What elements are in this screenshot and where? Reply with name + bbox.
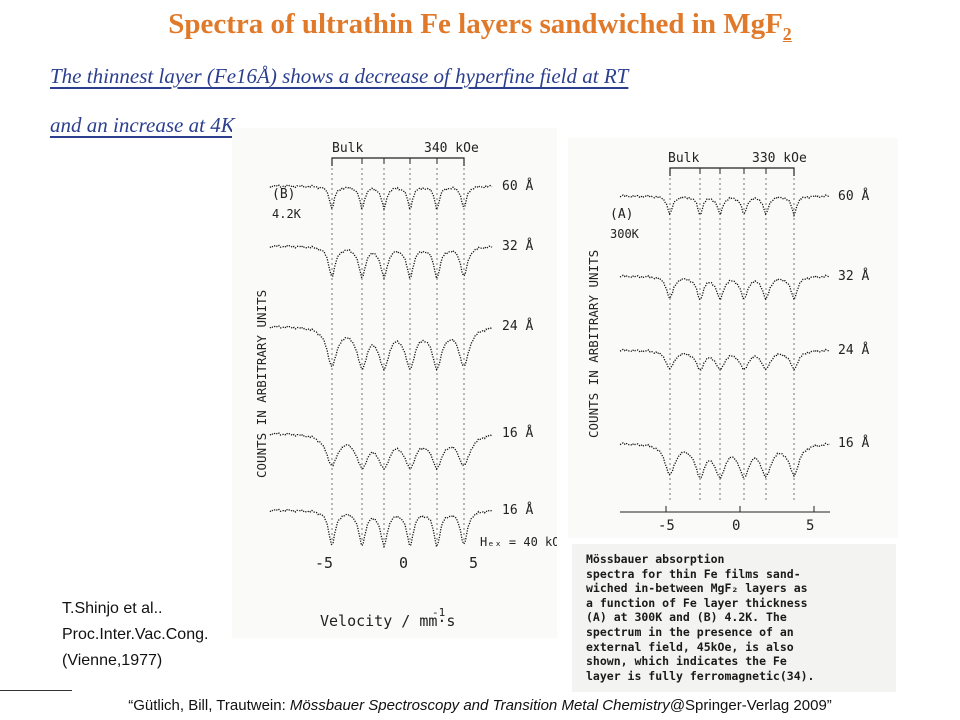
- citation: T.Shinjo et al.. Proc.Inter.Vac.Cong. (V…: [62, 596, 208, 674]
- spectrum-trace: [269, 244, 493, 281]
- citation-line: (Vienne,1977): [62, 652, 163, 669]
- thickness-label: 60 Å: [838, 188, 869, 204]
- figure-a-plot: Bulk 330 kOe (A) 300K COUNTS IN ARBITRARY UN…: [586, 151, 869, 534]
- figure-b-plot: Bulk 340 kOe (B) 4.2K COUNTS IN ARBITRARY UN…: [254, 141, 557, 548]
- figure-b-xlabel: Velocity / mm·s: [320, 612, 455, 630]
- figure-a-scan: Bulk 330 kOe (A) 300K COUNTS IN ARBITRARY UN…: [568, 138, 898, 538]
- figure-b-xlabel-exp: -1: [432, 606, 445, 619]
- thickness-label: 16 Å: [502, 502, 533, 518]
- figure-caption: Mössbauer absorption spectra for thin Fe…: [572, 544, 896, 692]
- bulk-label: Bulk: [668, 151, 699, 166]
- thickness-label: 32 Å: [838, 268, 869, 284]
- slide-title: Spectra of ultrathin Fe layers sandwiche…: [0, 8, 960, 44]
- panel-label: (B): [272, 187, 295, 202]
- x-tick-label: 0: [732, 518, 740, 534]
- thickness-label: 24 Å: [502, 318, 533, 334]
- field-label: 340 kOe: [424, 141, 479, 156]
- spectrum-trace: [619, 348, 831, 372]
- figure-b-xtick: 0: [399, 554, 408, 572]
- spectrum-trace: [269, 184, 493, 212]
- figure-b-xtick: 5: [469, 554, 478, 572]
- x-tick-label: 5: [806, 518, 814, 534]
- bulk-label: Bulk: [332, 141, 363, 156]
- thickness-label: 60 Å: [502, 178, 533, 194]
- citation-line: Proc.Inter.Vac.Cong.: [62, 626, 209, 643]
- thickness-label: 16 Å: [838, 435, 869, 451]
- thickness-label: 32 Å: [502, 238, 533, 254]
- footer-book: Mössbauer Spectroscopy and Transition Me…: [289, 697, 670, 714]
- figure-b-axis-area: -5 0 5 Velocity / mm·s -1: [232, 548, 557, 638]
- thickness-label: 24 Å: [838, 342, 869, 358]
- figure-b-xtick: -5: [315, 554, 333, 572]
- spectrum-trace: [269, 432, 493, 471]
- figure-b-axis: -5 0 5 Velocity / mm·s -1: [315, 554, 478, 630]
- footer-suffix: @Springer-Verlag 2009”: [669, 697, 832, 714]
- x-tick-label: -5: [658, 518, 675, 534]
- external-field-label: Hₑₓ = 40 kOe: [480, 535, 557, 548]
- spectrum-trace: [619, 441, 831, 480]
- y-axis-label: COUNTS IN ARBITRARY UNITS: [254, 290, 269, 478]
- footer-prefix: “Gütlich, Bill, Trautwein:: [128, 697, 290, 714]
- figure-b-scan: Bulk 340 kOe (B) 4.2K COUNTS IN ARBITRARY UN…: [232, 128, 557, 548]
- subtitle-line2[interactable]: and an increase at 4K: [50, 113, 235, 137]
- bulk-bracket: [669, 167, 795, 176]
- temperature-label: 4.2K: [272, 207, 302, 221]
- spectrum-trace: [619, 194, 831, 218]
- title-subscript: 2: [782, 24, 792, 44]
- thickness-label: 16 Å: [502, 425, 533, 441]
- caption-text: Mössbauer absorption spectra for thin Fe…: [586, 552, 815, 683]
- field-label: 330 kOe: [752, 151, 807, 166]
- bulk-bracket: [331, 157, 465, 166]
- footer-rule: [0, 690, 72, 691]
- y-axis-label: COUNTS IN ARBITRARY UNITS: [586, 250, 601, 438]
- spectrum-trace: [269, 508, 493, 548]
- subtitle-line1[interactable]: The thinnest layer (Fe16Å) shows a decre…: [50, 64, 629, 88]
- citation-line: T.Shinjo et al..: [62, 600, 163, 617]
- title-main: Spectra of ultrathin Fe layers sandwiche…: [168, 8, 783, 40]
- spectrum-trace: [619, 274, 831, 302]
- footer-credit: “Gütlich, Bill, Trautwein: Mössbauer Spe…: [0, 697, 960, 714]
- temperature-label: 300K: [610, 227, 640, 241]
- panel-label: (A): [610, 207, 633, 222]
- spectrum-trace: [269, 325, 493, 372]
